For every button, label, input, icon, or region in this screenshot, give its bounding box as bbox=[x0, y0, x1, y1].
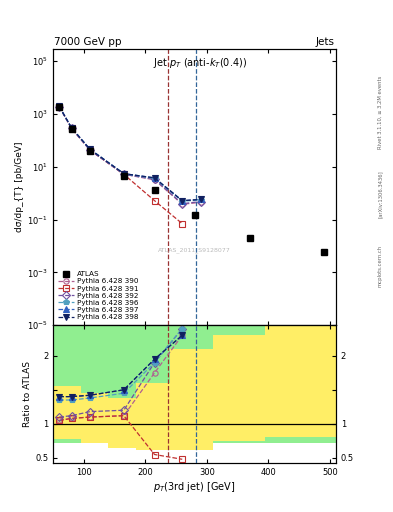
Pythia 6.428 392 bbox=[57, 103, 62, 110]
Text: [arXiv:1306.3436]: [arXiv:1306.3436] bbox=[378, 170, 383, 219]
Pythia 6.428 396 bbox=[180, 198, 185, 204]
ATLAS bbox=[192, 212, 197, 218]
Legend: ATLAS, Pythia 6.428 390, Pythia 6.428 391, Pythia 6.428 392, Pythia 6.428 396, P: ATLAS, Pythia 6.428 390, Pythia 6.428 39… bbox=[57, 270, 140, 322]
Pythia 6.428 391 bbox=[88, 147, 92, 153]
Pythia 6.428 396 bbox=[69, 125, 74, 131]
Y-axis label: dσ/dp_{T} [pb/GeV]: dσ/dp_{T} [pb/GeV] bbox=[15, 142, 24, 232]
Pythia 6.428 390 bbox=[180, 201, 185, 207]
Pythia 6.428 392 bbox=[88, 147, 92, 153]
Pythia 6.428 396 bbox=[152, 176, 157, 182]
Text: mcplots.cern.ch: mcplots.cern.ch bbox=[378, 245, 383, 287]
Y-axis label: Ratio to ATLAS: Ratio to ATLAS bbox=[23, 361, 32, 427]
Pythia 6.428 398 bbox=[69, 125, 74, 131]
ATLAS bbox=[69, 126, 74, 132]
Pythia 6.428 398 bbox=[121, 170, 126, 177]
Pythia 6.428 396 bbox=[121, 170, 126, 177]
Line: Pythia 6.428 398: Pythia 6.428 398 bbox=[57, 104, 203, 203]
Pythia 6.428 392 bbox=[152, 176, 157, 182]
Line: Pythia 6.428 390: Pythia 6.428 390 bbox=[57, 104, 203, 207]
Pythia 6.428 392 bbox=[198, 199, 203, 205]
Pythia 6.428 390 bbox=[57, 103, 62, 110]
ATLAS bbox=[321, 249, 326, 255]
Line: Pythia 6.428 396: Pythia 6.428 396 bbox=[57, 104, 203, 204]
Pythia 6.428 396 bbox=[57, 103, 62, 110]
Pythia 6.428 398 bbox=[198, 196, 203, 202]
ATLAS bbox=[152, 187, 157, 193]
Pythia 6.428 390 bbox=[88, 147, 92, 153]
Line: Pythia 6.428 397: Pythia 6.428 397 bbox=[57, 104, 203, 203]
Pythia 6.428 397 bbox=[180, 198, 185, 204]
Pythia 6.428 398 bbox=[180, 198, 185, 204]
Pythia 6.428 390 bbox=[69, 125, 74, 131]
Line: ATLAS: ATLAS bbox=[56, 104, 327, 255]
Pythia 6.428 397 bbox=[121, 170, 126, 177]
Pythia 6.428 397 bbox=[198, 196, 203, 202]
Pythia 6.428 391 bbox=[69, 125, 74, 131]
Pythia 6.428 390 bbox=[121, 171, 126, 177]
Pythia 6.428 391 bbox=[180, 221, 185, 227]
Pythia 6.428 397 bbox=[69, 125, 74, 131]
X-axis label: $p_T$(3rd jet) [GeV]: $p_T$(3rd jet) [GeV] bbox=[153, 480, 236, 494]
Pythia 6.428 390 bbox=[152, 177, 157, 183]
Pythia 6.428 392 bbox=[180, 201, 185, 207]
Pythia 6.428 398 bbox=[152, 175, 157, 181]
Pythia 6.428 396 bbox=[198, 197, 203, 203]
Pythia 6.428 398 bbox=[57, 103, 62, 110]
Pythia 6.428 390 bbox=[198, 199, 203, 205]
Text: Rivet 3.1.10, ≥ 3.2M events: Rivet 3.1.10, ≥ 3.2M events bbox=[378, 76, 383, 150]
Text: Jet $p_T$ (anti-$k_T$(0.4)): Jet $p_T$ (anti-$k_T$(0.4)) bbox=[153, 56, 247, 70]
Pythia 6.428 397 bbox=[152, 175, 157, 181]
ATLAS bbox=[121, 173, 126, 179]
Pythia 6.428 396 bbox=[88, 146, 92, 153]
Text: ATLAS_2011_S9128077: ATLAS_2011_S9128077 bbox=[158, 248, 231, 253]
Pythia 6.428 398 bbox=[88, 146, 92, 153]
Line: Pythia 6.428 391: Pythia 6.428 391 bbox=[57, 104, 185, 226]
Pythia 6.428 392 bbox=[69, 125, 74, 131]
Line: Pythia 6.428 392: Pythia 6.428 392 bbox=[57, 104, 203, 206]
Text: 7000 GeV pp: 7000 GeV pp bbox=[54, 37, 122, 47]
Pythia 6.428 397 bbox=[88, 146, 92, 153]
Pythia 6.428 391 bbox=[121, 171, 126, 177]
Pythia 6.428 392 bbox=[121, 171, 126, 177]
Pythia 6.428 391 bbox=[57, 103, 62, 110]
ATLAS bbox=[88, 148, 92, 154]
Pythia 6.428 397 bbox=[57, 103, 62, 110]
Pythia 6.428 391 bbox=[152, 198, 157, 204]
ATLAS bbox=[248, 235, 252, 241]
ATLAS bbox=[57, 104, 62, 111]
Text: Jets: Jets bbox=[316, 37, 335, 47]
